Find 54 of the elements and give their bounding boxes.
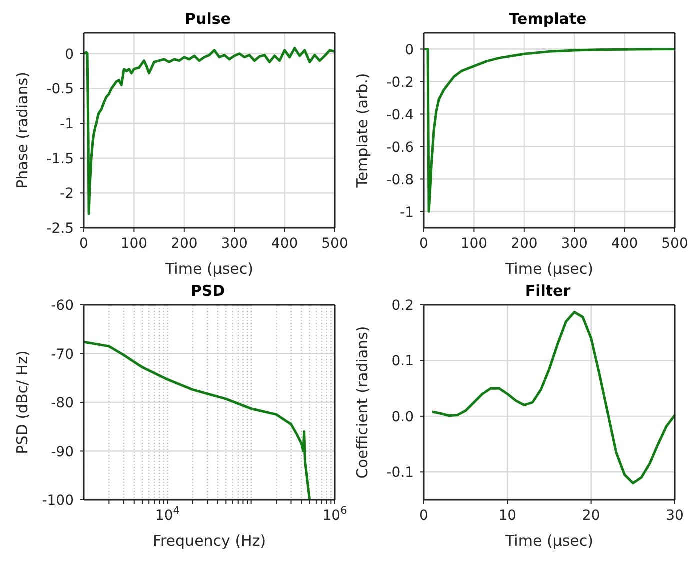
y-tick-label: 0.1 xyxy=(392,354,414,370)
y-tick-label: 0.2 xyxy=(392,298,414,314)
y-tick-label: -100 xyxy=(42,493,74,509)
y-tick-label: -1 xyxy=(60,116,74,133)
x-tick-label: 400 xyxy=(611,236,638,252)
x-axis-title: Time (μsec) xyxy=(504,532,594,550)
y-tick-label: -0.2 xyxy=(386,74,414,91)
x-tick-label: 500 xyxy=(322,236,348,252)
x-tick-label: 200 xyxy=(511,236,538,252)
y-axis-title: Coefficient (radians) xyxy=(353,326,372,479)
x-tick-label: 20 xyxy=(582,508,600,524)
x-tick-label: 0 xyxy=(420,508,428,524)
x-tick-label: 400 xyxy=(271,236,298,252)
y-tick-label: 0 xyxy=(405,42,414,58)
line-series xyxy=(84,47,335,216)
y-tick-label: 0.0 xyxy=(392,409,414,426)
x-axis-title: Time (μsec) xyxy=(164,260,254,278)
chart-title: Pulse xyxy=(184,10,232,28)
y-tick-label: 0 xyxy=(65,46,74,63)
chart-title: Filter xyxy=(524,282,572,300)
x-tick-label: 500 xyxy=(662,236,688,252)
x-axis-title: Frequency (Hz) xyxy=(152,532,266,550)
chart-title: Template xyxy=(508,10,588,28)
y-axis-title: Phase (radians) xyxy=(13,72,32,189)
y-tick-label: -0.5 xyxy=(46,82,74,98)
y-tick-label: -0.6 xyxy=(386,140,414,156)
x-axis-title: Time (μsec) xyxy=(504,260,594,278)
line-series xyxy=(424,48,675,213)
x-tick-label: 0 xyxy=(80,236,88,252)
y-axis-title: Template (arb.) xyxy=(353,73,372,189)
chart-title: PSD xyxy=(190,282,226,300)
x-tick-label: 10$^{4}$ xyxy=(155,505,180,524)
x-tick-label: 30 xyxy=(666,508,684,524)
line-series xyxy=(431,310,675,485)
y-tick-label: -70 xyxy=(51,346,74,363)
x-tick-label: 10 xyxy=(498,508,517,524)
x-tick-label: 200 xyxy=(171,236,198,252)
y-tick-label: -0.4 xyxy=(386,107,414,124)
y-tick-label: -2.5 xyxy=(46,221,74,237)
y-tick-label: -80 xyxy=(51,396,74,412)
y-tick-label: -2 xyxy=(60,186,74,202)
x-tick-label: 10$^{6}$ xyxy=(322,505,348,524)
y-tick-label: -90 xyxy=(51,444,74,460)
y-axis-title: PSD (dBc/ Hz) xyxy=(13,350,32,454)
x-tick-label: 300 xyxy=(221,236,248,252)
x-tick-label: 0 xyxy=(420,236,428,252)
y-tick-label: -60 xyxy=(51,298,74,314)
y-tick-label: -0.8 xyxy=(386,172,414,188)
y-tick-label: -1 xyxy=(400,204,414,221)
y-tick-label: -0.1 xyxy=(386,465,414,482)
x-tick-label: 100 xyxy=(460,236,488,252)
y-tick-label: -1.5 xyxy=(46,151,74,168)
x-tick-label: 100 xyxy=(120,236,148,252)
x-tick-label: 300 xyxy=(561,236,588,252)
